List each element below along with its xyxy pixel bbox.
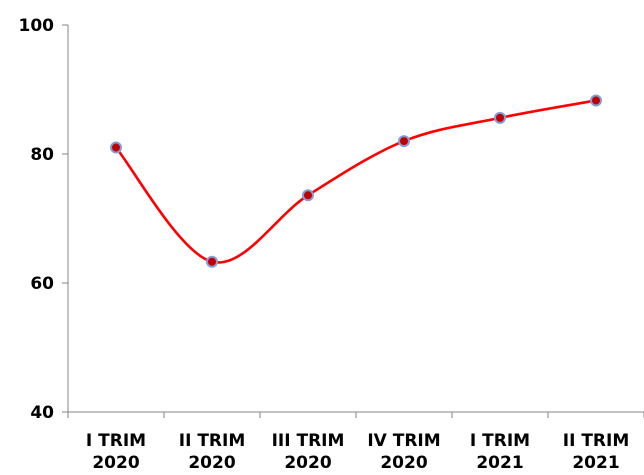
series-line: [115, 99, 597, 264]
y-tick-label: 60: [30, 274, 54, 294]
data-point-marker: [206, 255, 218, 268]
x-tick-label: IV TRIM 2020: [367, 431, 440, 473]
y-axis-tick-labels: 40 60 80 100: [19, 16, 55, 423]
x-tick-label: I TRIM 2021: [470, 431, 530, 473]
x-tick-label: III TRIM 2020: [272, 431, 345, 473]
data-point-marker: [110, 141, 122, 154]
data-point-marker: [590, 94, 602, 107]
x-tick-label: II TRIM 2020: [179, 431, 246, 473]
y-tick-label: 40: [30, 403, 54, 423]
y-tick-label: 100: [19, 16, 55, 36]
x-tick-label: II TRIM 2021: [563, 431, 630, 473]
series-group: [110, 94, 602, 268]
data-point-marker: [398, 135, 410, 148]
y-tick-label: 80: [30, 145, 54, 165]
data-point-marker: [302, 189, 314, 202]
x-axis-tick-labels: I TRIM 2020 II TRIM 2020 III TRIM 2020 IV TRIM…: [86, 431, 629, 473]
x-tick-label: I TRIM 2020: [86, 431, 146, 473]
data-point-marker: [494, 111, 506, 124]
chart-axes: [62, 24, 644, 418]
